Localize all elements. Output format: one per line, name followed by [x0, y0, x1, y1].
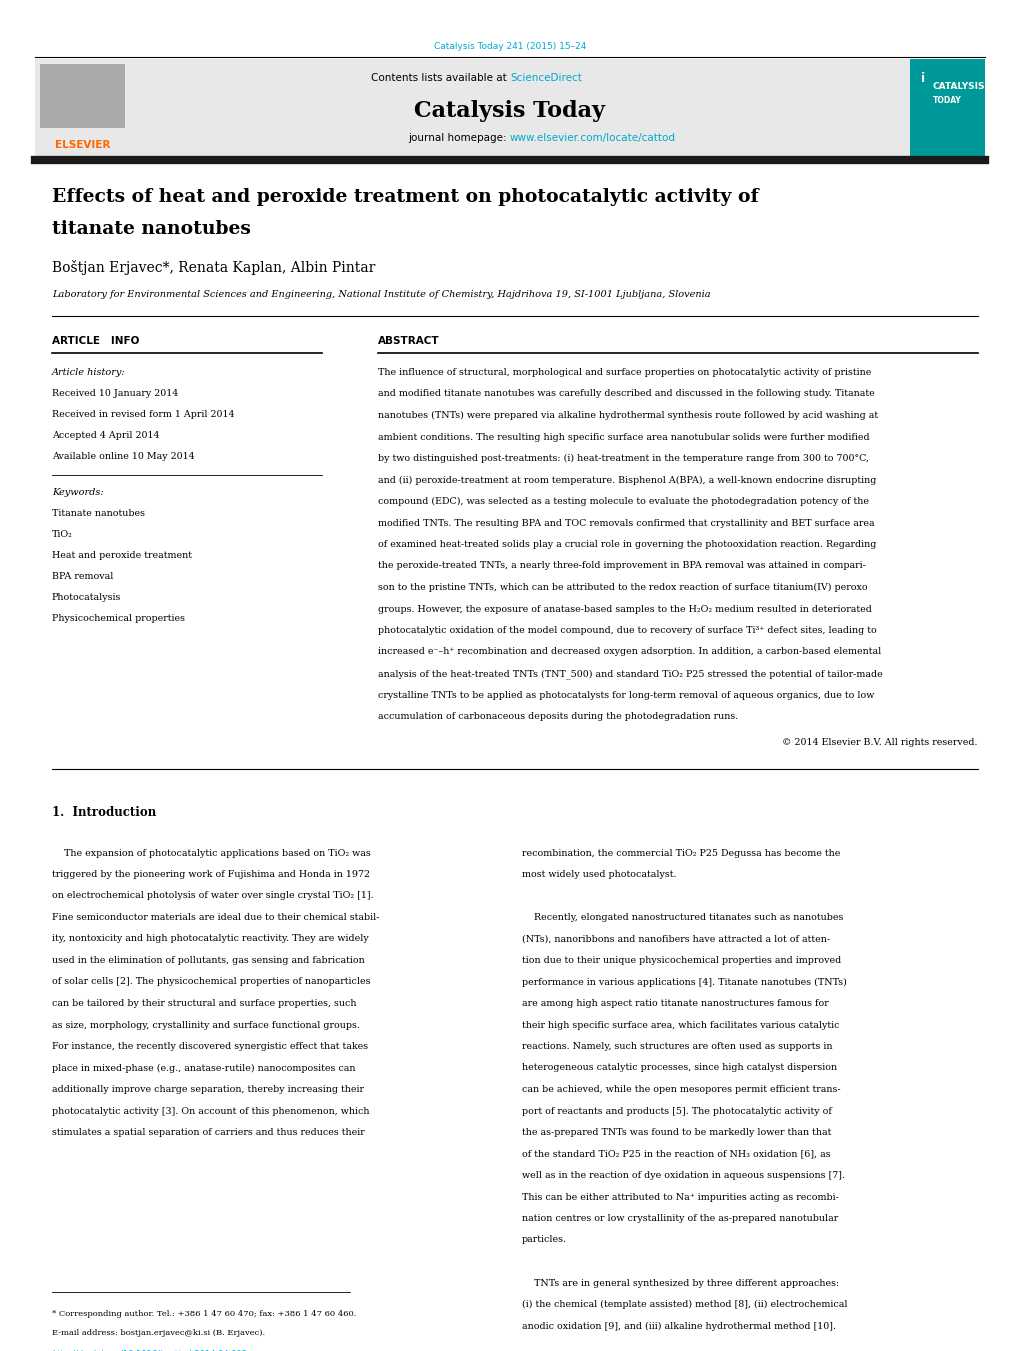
- Text: performance in various applications [4]. Titanate nanotubes (TNTs): performance in various applications [4].…: [522, 978, 846, 986]
- Text: nation centres or low crystallinity of the as-prepared nanotubular: nation centres or low crystallinity of t…: [522, 1215, 838, 1223]
- Bar: [40, 63, 125, 127]
- Text: i: i: [920, 72, 924, 85]
- Text: Received 10 January 2014: Received 10 January 2014: [52, 389, 178, 399]
- Text: ELSEVIER: ELSEVIER: [55, 141, 110, 150]
- Text: son to the pristine TNTs, which can be attributed to the redox reaction of surfa: son to the pristine TNTs, which can be a…: [378, 584, 867, 592]
- Text: port of reactants and products [5]. The photocatalytic activity of: port of reactants and products [5]. The …: [522, 1106, 832, 1116]
- Text: by two distinguished post-treatments: (i) heat-treatment in the temperature rang: by two distinguished post-treatments: (i…: [378, 454, 868, 463]
- Text: 1.  Introduction: 1. Introduction: [52, 807, 156, 820]
- Text: groups. However, the exposure of anatase-based samples to the H₂O₂ medium result: groups. However, the exposure of anatase…: [378, 604, 871, 613]
- Text: www.elsevier.com/locate/cattod: www.elsevier.com/locate/cattod: [510, 132, 676, 143]
- Text: particles.: particles.: [522, 1236, 567, 1244]
- Text: Fine semiconductor materials are ideal due to their chemical stabil-: Fine semiconductor materials are ideal d…: [52, 913, 379, 921]
- Text: Titanate nanotubes: Titanate nanotubes: [52, 509, 145, 517]
- Text: modified TNTs. The resulting BPA and TOC removals confirmed that crystallinity a: modified TNTs. The resulting BPA and TOC…: [378, 519, 873, 527]
- Text: ARTICLE   INFO: ARTICLE INFO: [52, 336, 140, 346]
- Text: place in mixed-phase (e.g., anatase-rutile) nanocomposites can: place in mixed-phase (e.g., anatase-ruti…: [52, 1063, 356, 1073]
- Text: Catalysis Today: Catalysis Today: [414, 100, 605, 122]
- Text: The expansion of photocatalytic applications based on TiO₂ was: The expansion of photocatalytic applicat…: [52, 848, 370, 858]
- Text: Physicochemical properties: Physicochemical properties: [52, 613, 184, 623]
- Text: (i) the chemical (template assisted) method [8], (ii) electrochemical: (i) the chemical (template assisted) met…: [522, 1300, 847, 1309]
- Text: ABSTRACT: ABSTRACT: [378, 336, 439, 346]
- Text: additionally improve charge separation, thereby increasing their: additionally improve charge separation, …: [52, 1085, 364, 1094]
- Text: This can be either attributed to Na⁺ impurities acting as recombi-: This can be either attributed to Na⁺ imp…: [522, 1193, 838, 1201]
- Text: recombination, the commercial TiO₂ P25 Degussa has become the: recombination, the commercial TiO₂ P25 D…: [522, 848, 840, 858]
- Text: Article history:: Article history:: [52, 367, 125, 377]
- Text: Contents lists available at: Contents lists available at: [371, 73, 510, 82]
- Text: Keywords:: Keywords:: [52, 488, 104, 497]
- Text: as size, morphology, crystallinity and surface functional groups.: as size, morphology, crystallinity and s…: [52, 1020, 360, 1029]
- Text: crystalline TNTs to be applied as photocatalysts for long-term removal of aqueou: crystalline TNTs to be applied as photoc…: [378, 690, 873, 700]
- Text: anodic oxidation [9], and (iii) alkaline hydrothermal method [10].: anodic oxidation [9], and (iii) alkaline…: [522, 1321, 836, 1331]
- Text: TiO₂: TiO₂: [52, 530, 72, 539]
- Text: Catalysis Today 241 (2015) 15–24: Catalysis Today 241 (2015) 15–24: [433, 42, 586, 51]
- Text: The influence of structural, morphological and surface properties on photocataly: The influence of structural, morphologic…: [378, 367, 870, 377]
- Text: photocatalytic activity [3]. On account of this phenomenon, which: photocatalytic activity [3]. On account …: [52, 1106, 369, 1116]
- Text: of solar cells [2]. The physicochemical properties of nanoparticles: of solar cells [2]. The physicochemical …: [52, 978, 370, 986]
- Text: E-mail address: bostjan.erjavec@ki.si (B. Erjavec).: E-mail address: bostjan.erjavec@ki.si (B…: [52, 1329, 265, 1337]
- Text: are among high aspect ratio titanate nanostructures famous for: are among high aspect ratio titanate nan…: [522, 998, 828, 1008]
- Text: can be achieved, while the open mesopores permit efficient trans-: can be achieved, while the open mesopore…: [522, 1085, 840, 1094]
- Text: Heat and peroxide treatment: Heat and peroxide treatment: [52, 551, 192, 561]
- Text: (NTs), nanoribbons and nanofibers have attracted a lot of atten-: (NTs), nanoribbons and nanofibers have a…: [522, 935, 829, 943]
- Text: can be tailored by their structural and surface properties, such: can be tailored by their structural and …: [52, 998, 357, 1008]
- Text: used in the elimination of pollutants, gas sensing and fabrication: used in the elimination of pollutants, g…: [52, 957, 365, 965]
- Text: For instance, the recently discovered synergistic effect that takes: For instance, the recently discovered sy…: [52, 1042, 368, 1051]
- Text: © 2014 Elsevier B.V. All rights reserved.: © 2014 Elsevier B.V. All rights reserved…: [782, 739, 977, 747]
- Text: and modified titanate nanotubes was carefully described and discussed in the fol: and modified titanate nanotubes was care…: [378, 389, 874, 399]
- Text: Effects of heat and peroxide treatment on photocatalytic activity of: Effects of heat and peroxide treatment o…: [52, 188, 758, 205]
- Text: accumulation of carbonaceous deposits during the photodegradation runs.: accumulation of carbonaceous deposits du…: [378, 712, 738, 721]
- Text: stimulates a spatial separation of carriers and thus reduces their: stimulates a spatial separation of carri…: [52, 1128, 365, 1138]
- Text: tion due to their unique physicochemical properties and improved: tion due to their unique physicochemical…: [522, 957, 841, 965]
- Text: compound (EDC), was selected as a testing molecule to evaluate the photodegradat: compound (EDC), was selected as a testin…: [378, 497, 868, 507]
- Text: Photocatalysis: Photocatalysis: [52, 593, 121, 603]
- Text: Available online 10 May 2014: Available online 10 May 2014: [52, 453, 195, 461]
- Text: well as in the reaction of dye oxidation in aqueous suspensions [7].: well as in the reaction of dye oxidation…: [522, 1171, 844, 1179]
- Text: CATALYSIS: CATALYSIS: [931, 82, 984, 91]
- Text: the as-prepared TNTs was found to be markedly lower than that: the as-prepared TNTs was found to be mar…: [522, 1128, 830, 1138]
- Text: Received in revised form 1 April 2014: Received in revised form 1 April 2014: [52, 409, 234, 419]
- Text: the peroxide-treated TNTs, a nearly three-fold improvement in BPA removal was at: the peroxide-treated TNTs, a nearly thre…: [378, 562, 865, 570]
- Text: and (ii) peroxide-treatment at room temperature. Bisphenol A(BPA), a well-known : and (ii) peroxide-treatment at room temp…: [378, 476, 875, 485]
- Text: TODAY: TODAY: [931, 96, 960, 104]
- Text: most widely used photocatalyst.: most widely used photocatalyst.: [522, 870, 676, 880]
- Text: their high specific surface area, which facilitates various catalytic: their high specific surface area, which …: [522, 1020, 839, 1029]
- Text: analysis of the heat-treated TNTs (TNT_500) and standard TiO₂ P25 stressed the p: analysis of the heat-treated TNTs (TNT_5…: [378, 669, 881, 678]
- Text: on electrochemical photolysis of water over single crystal TiO₂ [1].: on electrochemical photolysis of water o…: [52, 892, 373, 901]
- Text: * Corresponding author. Tel.: +386 1 47 60 470; fax: +386 1 47 60 460.: * Corresponding author. Tel.: +386 1 47 …: [52, 1310, 356, 1319]
- Text: triggered by the pioneering work of Fujishima and Honda in 1972: triggered by the pioneering work of Fuji…: [52, 870, 370, 880]
- Text: TNTs are in general synthesized by three different approaches:: TNTs are in general synthesized by three…: [522, 1278, 839, 1288]
- Text: Accepted 4 April 2014: Accepted 4 April 2014: [52, 431, 159, 440]
- Text: BPA removal: BPA removal: [52, 571, 113, 581]
- Text: titanate nanotubes: titanate nanotubes: [52, 220, 251, 238]
- Text: Recently, elongated nanostructured titanates such as nanotubes: Recently, elongated nanostructured titan…: [522, 913, 843, 921]
- Text: ambient conditions. The resulting high specific surface area nanotubular solids : ambient conditions. The resulting high s…: [378, 432, 869, 442]
- Text: nanotubes (TNTs) were prepared via alkaline hydrothermal synthesis route followe: nanotubes (TNTs) were prepared via alkal…: [378, 411, 877, 420]
- Text: Laboratory for Environmental Sciences and Engineering, National Institute of Che: Laboratory for Environmental Sciences an…: [52, 290, 710, 299]
- Text: reactions. Namely, such structures are often used as supports in: reactions. Namely, such structures are o…: [522, 1042, 832, 1051]
- Text: of examined heat-treated solids play a crucial role in governing the photooxidat: of examined heat-treated solids play a c…: [378, 540, 875, 549]
- Text: ScienceDirect: ScienceDirect: [510, 73, 581, 82]
- Text: ity, nontoxicity and high photocatalytic reactivity. They are widely: ity, nontoxicity and high photocatalytic…: [52, 935, 369, 943]
- Text: of the standard TiO₂ P25 in the reaction of NH₃ oxidation [6], as: of the standard TiO₂ P25 in the reaction…: [522, 1150, 829, 1159]
- Text: photocatalytic oxidation of the model compound, due to recovery of surface Ti³⁺ : photocatalytic oxidation of the model co…: [378, 626, 876, 635]
- Text: increased e⁻–h⁺ recombination and decreased oxygen adsorption. In addition, a ca: increased e⁻–h⁺ recombination and decrea…: [378, 647, 880, 657]
- Text: journal homepage:: journal homepage:: [408, 132, 510, 143]
- Text: Boštjan Erjavec*, Renata Kaplan, Albin Pintar: Boštjan Erjavec*, Renata Kaplan, Albin P…: [52, 259, 375, 276]
- Text: heterogeneous catalytic processes, since high catalyst dispersion: heterogeneous catalytic processes, since…: [522, 1063, 837, 1073]
